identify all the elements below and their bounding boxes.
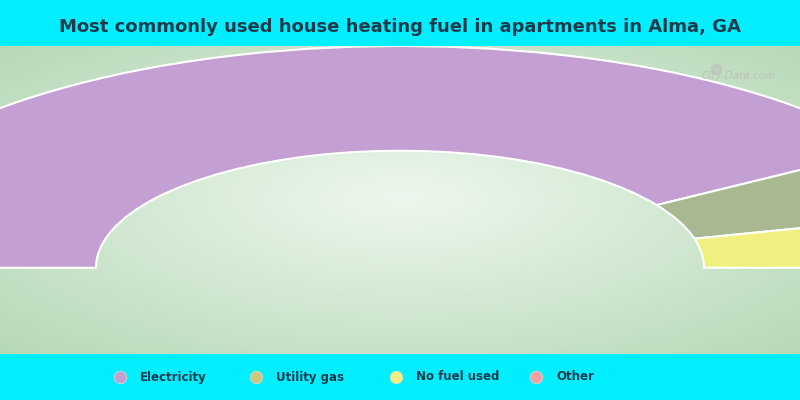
Text: Other: Other <box>556 370 594 384</box>
Text: Electricity: Electricity <box>140 370 206 384</box>
Wedge shape <box>0 46 800 268</box>
Wedge shape <box>694 213 800 268</box>
Text: Most commonly used house heating fuel in apartments in Alma, GA: Most commonly used house heating fuel in… <box>59 18 741 36</box>
Text: City-Data.com: City-Data.com <box>702 71 776 81</box>
Text: Utility gas: Utility gas <box>276 370 344 384</box>
Wedge shape <box>657 149 800 239</box>
Text: No fuel used: No fuel used <box>416 370 499 384</box>
